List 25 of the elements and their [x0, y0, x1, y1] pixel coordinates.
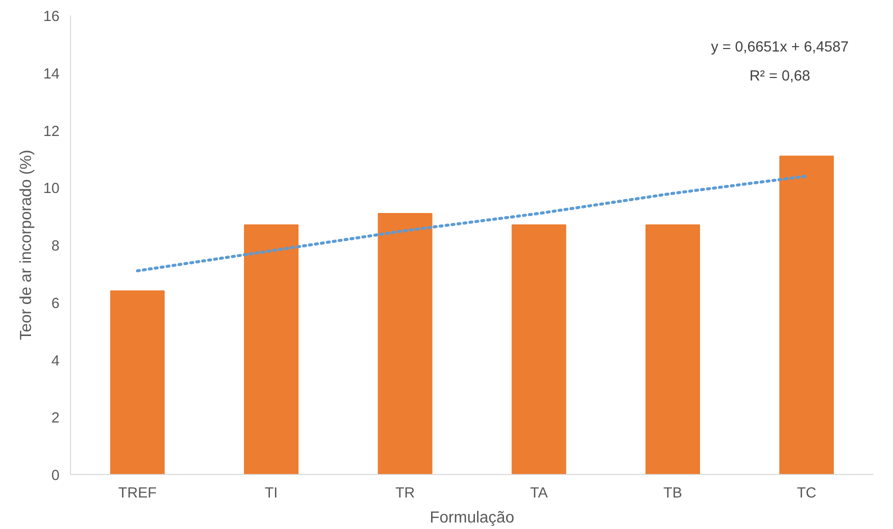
annotation: y = 0,6651x + 6,4587 R² = 0,68 [710, 40, 849, 84]
x-axis-title: Formulação [430, 510, 514, 526]
bar [110, 290, 165, 474]
y-tick-label: 8 [51, 238, 60, 254]
y-tick-label: 6 [51, 296, 60, 312]
y-tick-label: 10 [43, 181, 60, 198]
line-series [136, 174, 808, 272]
y-tick-label: 16 [43, 9, 60, 25]
y-tick-label: 0 [51, 468, 60, 484]
bar [645, 224, 700, 474]
bar [378, 212, 432, 474]
bar [779, 156, 834, 474]
y-tick-label: 12 [43, 124, 60, 140]
x-tick-label: TB [663, 486, 682, 502]
y-axis-title: Teor de ar incorporado (%) [18, 150, 36, 340]
x-tick-label: TI [264, 486, 278, 502]
y-tick-label: 2 [51, 410, 60, 427]
y-tick-label: 4 [51, 353, 60, 370]
y-tick-label: 14 [43, 66, 60, 82]
x-tick-label: TC [796, 486, 817, 502]
x-tick-label: TR [395, 486, 415, 502]
bar [512, 224, 566, 474]
x-tick-label: TA [530, 486, 548, 502]
x-tick-label: TREF [118, 486, 157, 502]
bar [244, 224, 299, 474]
